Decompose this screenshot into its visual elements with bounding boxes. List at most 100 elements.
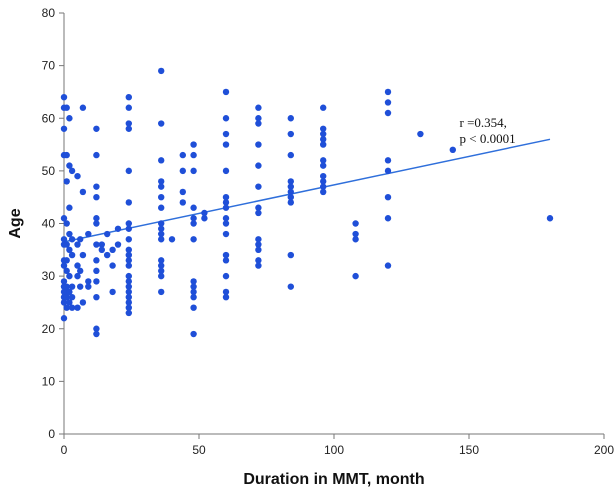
data-point	[222, 288, 230, 296]
data-point	[74, 262, 81, 269]
data-point	[66, 288, 73, 296]
data-point	[93, 257, 100, 264]
data-point	[114, 241, 122, 248]
data-point	[79, 299, 87, 306]
data-point	[158, 178, 165, 185]
data-point	[109, 288, 116, 296]
data-point	[255, 257, 262, 264]
data-point	[255, 162, 262, 169]
data-point	[93, 267, 100, 275]
x-tick-label: 0	[61, 443, 68, 457]
data-point	[125, 304, 132, 311]
data-point	[384, 262, 392, 269]
y-tick-label: 40	[42, 217, 56, 231]
data-point	[320, 183, 327, 190]
data-point	[125, 236, 132, 243]
data-point	[93, 193, 100, 201]
data-point	[125, 125, 132, 132]
data-point	[66, 230, 73, 238]
data-point	[320, 188, 327, 196]
data-point	[320, 141, 327, 148]
data-point	[74, 172, 81, 180]
data-point	[74, 241, 81, 248]
data-point	[158, 230, 165, 238]
data-point	[60, 262, 68, 269]
data-point	[287, 115, 294, 122]
data-point	[352, 220, 359, 227]
y-tick-label: 50	[42, 164, 56, 178]
annotation-r-value: r =0.354,	[460, 115, 507, 130]
x-axis-title: Duration in MMT, month	[243, 471, 424, 488]
data-point	[125, 104, 132, 111]
data-point	[222, 141, 230, 148]
data-point	[320, 125, 327, 132]
x-tick-label: 150	[459, 443, 479, 457]
data-point	[255, 209, 262, 217]
data-point	[320, 157, 327, 164]
data-point	[63, 283, 70, 290]
data-point	[384, 193, 392, 201]
data-point	[60, 299, 68, 306]
data-point	[125, 283, 132, 290]
data-point	[125, 257, 132, 264]
data-point	[66, 272, 73, 280]
data-point	[255, 262, 262, 269]
data-point	[104, 251, 111, 259]
data-point	[255, 104, 262, 111]
data-point	[190, 288, 197, 296]
data-point	[68, 236, 76, 243]
data-point	[384, 99, 392, 106]
data-point	[255, 115, 262, 122]
x-tick-label: 100	[324, 443, 344, 457]
trend-line	[63, 138, 551, 243]
data-point	[190, 278, 197, 285]
data-point	[287, 193, 294, 201]
data-point	[93, 151, 100, 159]
x-tick-label: 50	[192, 443, 206, 457]
data-point	[352, 230, 359, 238]
data-point	[109, 262, 116, 269]
data-point	[222, 257, 230, 264]
data-point	[190, 283, 197, 290]
data-point	[158, 120, 165, 127]
y-axis-title: Age	[7, 208, 24, 238]
data-point	[190, 167, 197, 175]
data-points	[60, 67, 554, 338]
data-point	[352, 236, 359, 243]
data-point	[79, 104, 87, 111]
data-point	[190, 151, 197, 159]
data-point	[158, 204, 165, 211]
data-point	[158, 262, 165, 269]
data-point	[68, 293, 76, 301]
data-point	[222, 199, 230, 206]
data-point	[222, 293, 230, 301]
data-point	[384, 215, 392, 222]
data-point	[201, 209, 208, 217]
data-point	[158, 236, 165, 243]
y-tick-label: 70	[42, 59, 56, 73]
data-point	[449, 146, 456, 154]
data-point	[384, 109, 392, 117]
data-point	[158, 272, 165, 280]
data-point	[66, 299, 73, 306]
data-point	[190, 293, 197, 301]
data-point	[255, 120, 262, 127]
data-point	[255, 236, 262, 243]
data-point	[222, 204, 230, 211]
data-point	[190, 236, 197, 243]
data-point	[255, 204, 262, 211]
data-point	[222, 88, 230, 96]
data-point	[222, 130, 230, 138]
data-point	[158, 267, 165, 275]
data-point	[190, 215, 197, 222]
data-point	[125, 299, 132, 306]
y-tick-label: 0	[48, 427, 55, 441]
data-point	[60, 215, 68, 222]
data-point	[190, 330, 197, 338]
data-point	[63, 241, 70, 248]
tick-labels: 0 10 20 30 40 50 60 70 80 0 50 100 150 200	[42, 6, 615, 457]
data-point	[320, 136, 327, 143]
data-point	[222, 272, 230, 280]
data-point	[179, 188, 186, 196]
